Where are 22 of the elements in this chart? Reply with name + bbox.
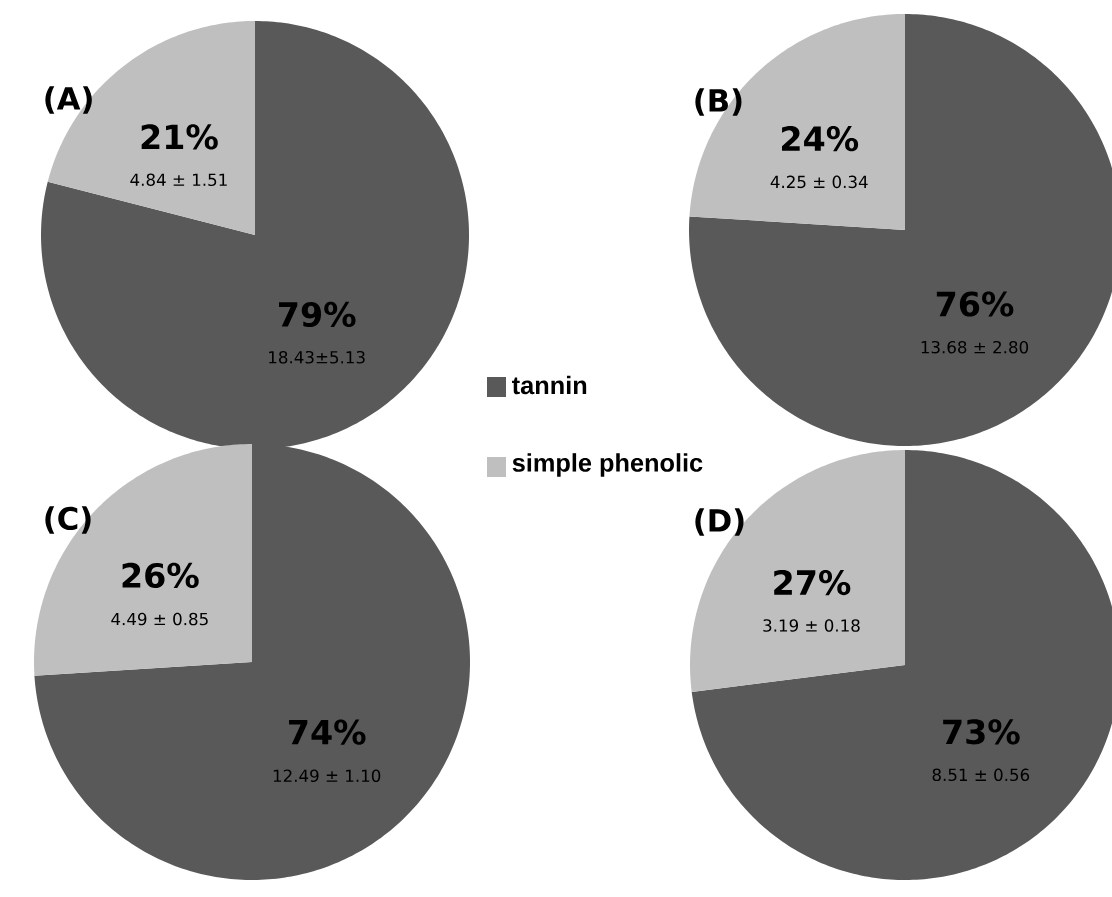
- legend-label: tannin: [512, 375, 587, 395]
- text: 4.84 ± 1.51: [130, 173, 227, 187]
- text: 4.25 ± 0.34: [770, 175, 868, 189]
- text: 13.68 ± 2.80: [921, 340, 1029, 354]
- text: 8.51 ± 0.56: [932, 768, 1030, 782]
- text: (A): [45, 86, 92, 114]
- data-label: 21%: [141, 124, 218, 150]
- data-label: 74%: [289, 719, 366, 745]
- text: 3.19 ± 0.18: [763, 619, 860, 632]
- text: (D): [695, 508, 744, 536]
- text: 4.49 ± 0.85: [111, 612, 208, 626]
- data-label: 24%: [782, 126, 859, 152]
- data-label: 73%: [943, 719, 1020, 745]
- legend-label: simple phenolic: [512, 453, 703, 477]
- data-label: 27%: [774, 569, 851, 596]
- text: (C): [45, 506, 91, 534]
- data-label: 76%: [936, 291, 1014, 317]
- text: (B): [695, 88, 742, 116]
- text: 18.43±5.13: [269, 350, 365, 364]
- data-label: 79%: [279, 301, 356, 328]
- data-label: 26%: [122, 562, 199, 589]
- text: 12.49 ± 1.10: [273, 769, 381, 783]
